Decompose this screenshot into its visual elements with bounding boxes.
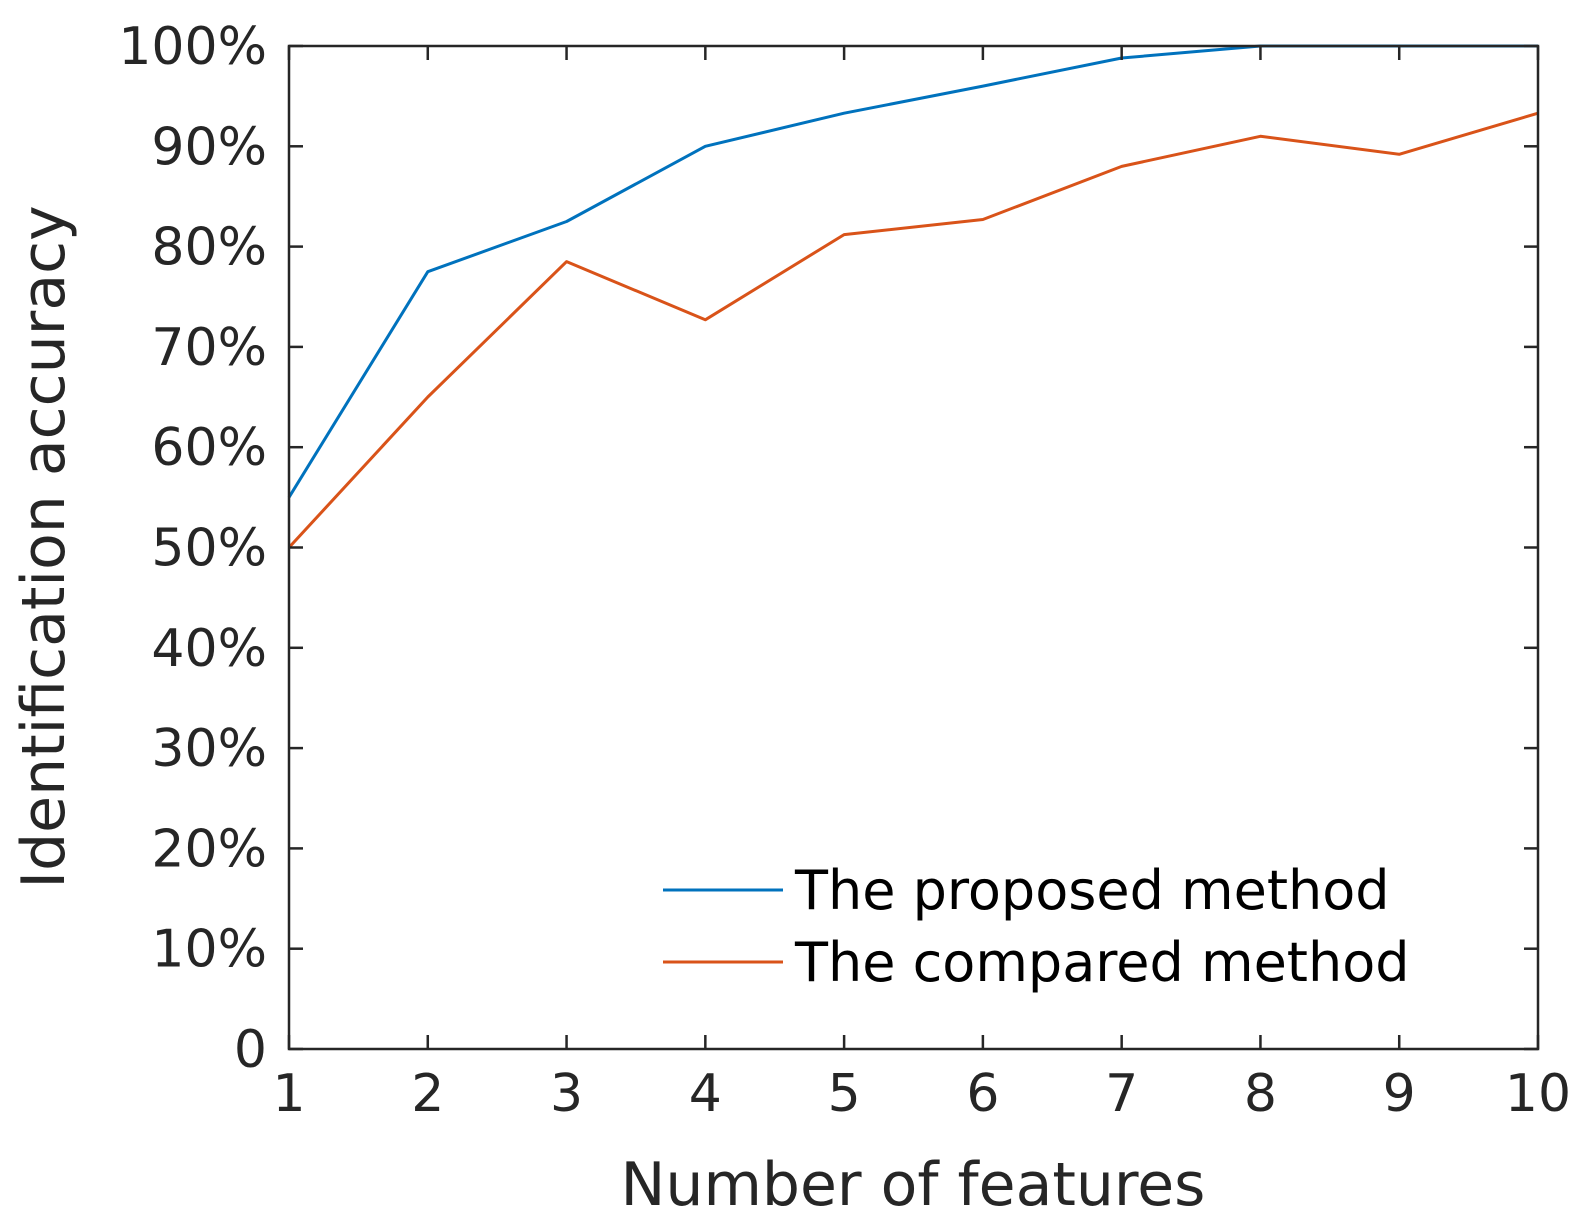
legend: The proposed method The compared method <box>663 859 1410 994</box>
y-tick-label: 30% <box>151 719 267 779</box>
y-tick-label: 90% <box>151 117 267 177</box>
x-axis-title: Number of features <box>621 1150 1206 1218</box>
x-tick-label: 8 <box>1244 1064 1277 1124</box>
y-tick-label: 50% <box>151 519 267 579</box>
x-tick-label: 1 <box>272 1064 305 1124</box>
y-tick-label: 70% <box>151 318 267 378</box>
x-tick-label: 4 <box>689 1064 722 1124</box>
y-tick-label: 80% <box>151 218 267 278</box>
x-tick-label: 9 <box>1383 1064 1416 1124</box>
legend-label-1: The proposed method <box>794 859 1390 922</box>
labels-layer: 1 2 3 4 5 6 7 8 9 10 0 10% 20% 30% 40% 50% 60% 70% 80% 90% 1… <box>118 17 1571 1124</box>
x-tick-label: 2 <box>411 1064 444 1124</box>
ticks-layer <box>287 44 1540 1051</box>
y-tick-label: 100% <box>118 17 267 77</box>
x-tick-label: 7 <box>1105 1064 1138 1124</box>
legend-label-2: The compared method <box>794 931 1410 994</box>
y-axis-title: Identification accuracy <box>9 205 79 888</box>
y-tick-label: 10% <box>151 920 267 980</box>
x-tick-label: 6 <box>966 1064 999 1124</box>
x-tick-label: 5 <box>828 1064 861 1124</box>
y-tick-label: 0 <box>234 1020 267 1080</box>
y-tick-label: 60% <box>151 418 267 478</box>
y-tick-label: 20% <box>151 819 267 879</box>
y-tick-label: 40% <box>151 619 267 679</box>
series-line-2 <box>287 111 1539 549</box>
x-tick-label: 3 <box>550 1064 583 1124</box>
x-tick-label: 10 <box>1505 1064 1571 1124</box>
